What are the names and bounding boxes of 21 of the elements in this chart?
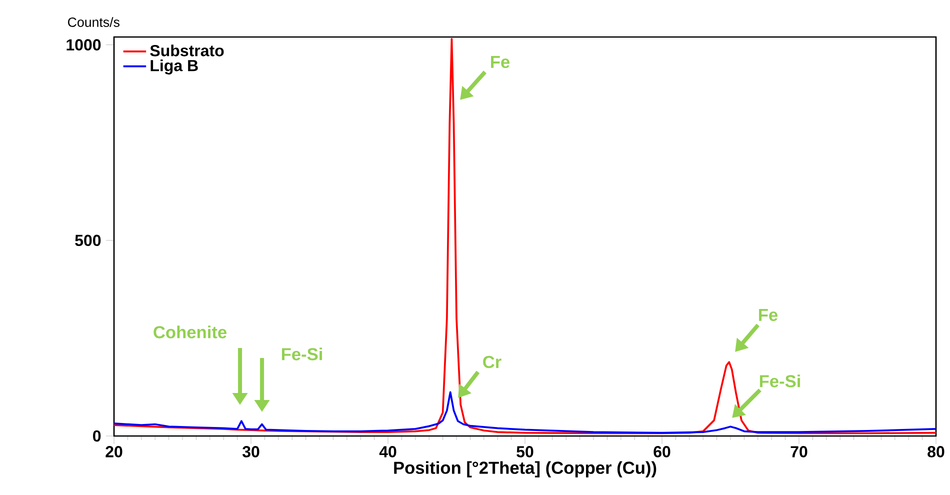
x-tick-label: 40: [379, 446, 396, 458]
annotation: Fe-Si: [760, 374, 800, 388]
y-tick-label: 500: [75, 234, 101, 246]
x-tick-label: 30: [242, 446, 260, 458]
y-tick-label: 0: [93, 430, 101, 442]
y-axis-title: Counts/s: [68, 17, 120, 27]
legend-label: Substrato: [150, 44, 224, 56]
x-tick-label: 80: [928, 446, 944, 458]
x-tick-label: 70: [790, 446, 808, 458]
legend-label: Liga B: [150, 60, 198, 74]
x-tick-label: 50: [516, 446, 534, 458]
y-tick-label: 1000: [66, 39, 101, 50]
annotation: Cohenite: [154, 326, 226, 338]
annotation: Fe: [491, 56, 510, 68]
x-tick-label: 20: [106, 446, 122, 458]
annotation: Fe: [759, 308, 778, 322]
x-tick-label: 60: [654, 446, 670, 458]
x-axis-title: Position [°2Theta] (Copper (Cu)): [394, 461, 656, 478]
line-series: [114, 391, 936, 434]
annotation: Cr: [483, 356, 502, 368]
annotation: Fe-Si: [282, 348, 322, 360]
